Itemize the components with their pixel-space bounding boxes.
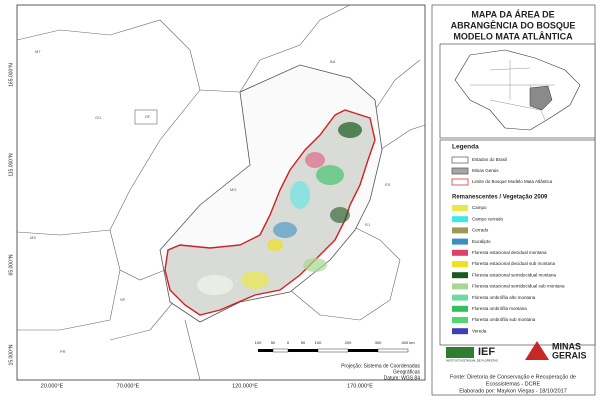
longitude-label: 70.000°E — [117, 383, 140, 389]
credits: Ecossistemas - DCRE — [486, 381, 541, 387]
legend-swatch — [451, 178, 469, 186]
legend-label: Floresta estacional decidual sub montana — [472, 261, 556, 266]
title: MAPA DA ÁREA DE — [471, 9, 554, 19]
latitude-label: 115.000°N — [8, 153, 14, 177]
coordinate-labels: 165.000°N 115.000°N 65.000°N 15.000°N 20.000… — [8, 63, 373, 390]
mg-logo: GERAIS — [552, 350, 587, 360]
ief-logo: IEF — [478, 346, 495, 358]
projection-text: Datum: WGS 84 — [384, 375, 421, 381]
legend-swatch — [452, 328, 468, 335]
projection-text: Projeção: Sistema de Coordenadas — [341, 363, 420, 369]
legend-label: Vereda — [472, 328, 487, 333]
scale-label: 50 — [301, 340, 306, 345]
inset-minas-gerais — [529, 85, 553, 111]
legend-label: Minas Gerais — [472, 168, 499, 173]
legend: Estados do Brasil Minas Gerais Limite do B… — [451, 156, 565, 335]
legend-label: Floresta estacional semidecidual montana — [472, 272, 557, 277]
title: MODELO MATA ATLÂNTICA — [453, 30, 573, 41]
state-label: GO — [95, 115, 101, 120]
state-label: RJ — [365, 222, 370, 227]
legend-label: Floresta ombrófila alto montana — [472, 295, 536, 300]
ief-subtitle: INSTITUTO ESTADUAL DE FLORESTAS — [446, 359, 498, 363]
legend-label: Eucalipto — [472, 239, 491, 244]
legend-swatch — [452, 317, 468, 323]
scale-label: 300 — [375, 340, 382, 345]
legend-title: Legenda — [452, 144, 479, 151]
legend-label: Limite do Bosque Modelo Mata Atlântica — [472, 179, 553, 184]
legend-label: Estados do Brasil — [472, 157, 507, 162]
inset-brazil — [454, 49, 581, 131]
mg-logo: MINAS — [552, 341, 581, 351]
legend-label: Campo cerrado — [472, 216, 504, 221]
inset-states — [470, 60, 555, 121]
longitude-label: 120.000°E — [232, 383, 258, 389]
credits: Elaborado por: Maykon Viegas - 18/10/201… — [459, 388, 567, 394]
legend-label: Floresta ombrófila sub montana — [472, 317, 536, 322]
legend-swatch — [452, 249, 468, 256]
state-label: SP — [120, 297, 126, 302]
latitude-label: 65.000°N — [8, 254, 14, 275]
state-label: PR — [60, 349, 66, 354]
legend-swatch — [452, 261, 468, 267]
scale-label: 50 — [271, 340, 276, 345]
longitude-label: 20.000°E — [41, 383, 64, 389]
latitude-label: 15.000°N — [8, 344, 14, 365]
legend-subtitle: Remanescentes / Vegetação 2009 — [452, 195, 548, 201]
title: ABRANGÊNCIA DO BOSQUE — [451, 19, 576, 30]
state-label: MG — [230, 187, 236, 192]
legend-swatch — [452, 227, 468, 234]
latitude-label: 165.000°N — [8, 63, 14, 87]
projection-text: Geográficas — [393, 369, 420, 375]
legend-swatch — [452, 216, 468, 223]
state-label: DF — [145, 114, 151, 119]
legend-swatch — [452, 294, 468, 301]
legend-label: Cerrado — [472, 228, 489, 233]
scale-label: 0 — [287, 340, 290, 345]
legend-label: Floresta estacional decidual montana — [472, 250, 547, 255]
legend-label: Floresta ombrófila montana — [472, 306, 527, 311]
state-label: ES — [385, 182, 391, 187]
state-label: MT — [35, 49, 41, 54]
scale-bar: 100 50 0 50 100 200 300 400 km — [255, 340, 415, 353]
vegetation-patches — [197, 122, 362, 295]
legend-swatch — [452, 205, 468, 211]
scale-label: 100 — [255, 340, 262, 345]
scale-label: 200 — [345, 340, 352, 345]
legend-swatch — [452, 283, 468, 290]
legend-label: Floresta estacional semidecidual sub mon… — [472, 284, 565, 289]
state-label: MS — [30, 235, 36, 240]
state-label: BA — [330, 59, 336, 64]
legend-swatch — [451, 156, 469, 164]
mg-logo-mark — [525, 341, 549, 360]
state-boundaries — [16, 4, 426, 381]
ief-logo-mark — [446, 347, 474, 358]
credits: Fonte: Diretoria de Conservação e Recupe… — [450, 374, 576, 380]
scale-label: 100 — [315, 340, 322, 345]
legend-swatch — [451, 167, 469, 175]
longitude-label: 170.000°E — [347, 383, 373, 389]
scale-label: 400 km — [401, 340, 415, 345]
legend-swatch — [452, 238, 468, 245]
legend-swatch — [452, 272, 468, 279]
legend-label: Campo — [472, 205, 487, 210]
legend-swatch — [452, 305, 468, 312]
